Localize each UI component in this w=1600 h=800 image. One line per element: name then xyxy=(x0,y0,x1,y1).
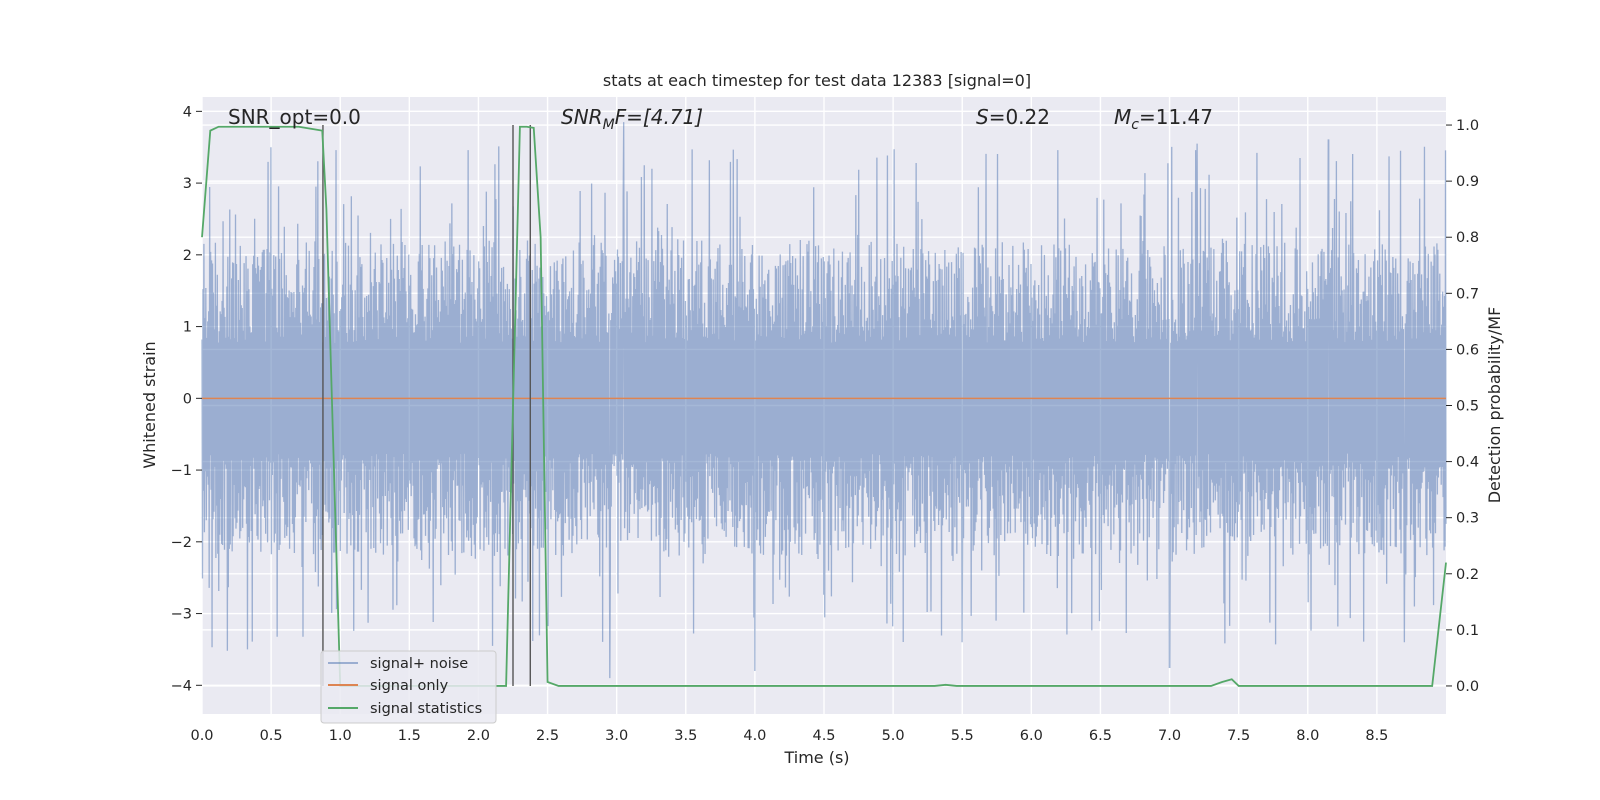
annotation-s-symbol: S xyxy=(976,105,989,129)
series-line-signal-plus-noise xyxy=(201,122,1447,679)
annotation-snr-mf-rest: F=[4.71] xyxy=(615,105,703,129)
y-left-tick-label: −2 xyxy=(171,535,192,551)
x-tick-label: 2.0 xyxy=(467,728,490,744)
annotation-snr-opt: SNR_opt=0.0 xyxy=(228,105,361,129)
y-right-tick-label: 0.6 xyxy=(1456,342,1479,358)
x-tick-label: 8.5 xyxy=(1365,728,1388,744)
annotation-s: S=0.22 xyxy=(976,105,1050,129)
y-right-tick-label: 0.5 xyxy=(1456,399,1479,415)
x-tick-label: 4.5 xyxy=(812,728,835,744)
y-right-tick-label: 1.0 xyxy=(1456,118,1479,134)
annotation-mc-value: =11.47 xyxy=(1139,105,1213,129)
y-left-tick-label: −3 xyxy=(171,607,192,623)
legend-box xyxy=(320,650,497,724)
y-axis-left-ticks: −4 −3 −2 −1 0 1 2 3 4 xyxy=(171,104,202,694)
x-tick-label: 0.0 xyxy=(190,728,213,744)
annotation-s-value: =0.22 xyxy=(989,105,1050,129)
legend-label-signal-plus-noise: signal+ noise xyxy=(370,656,468,672)
x-tick-label: 7.5 xyxy=(1227,728,1250,744)
y-axis-right-ticks: 0.0 0.1 0.2 0.3 0.4 0.5 0.6 0.7 0.8 0.9 1.0 xyxy=(1446,118,1479,695)
x-tick-label: 0.5 xyxy=(260,728,283,744)
annotation-snr-mf-base: SNR xyxy=(561,105,603,129)
y-left-tick-label: 2 xyxy=(183,248,192,264)
y-left-tick-label: 4 xyxy=(183,104,192,120)
y-left-tick-label: 1 xyxy=(183,320,192,336)
y-axis-left-label: Whitened strain xyxy=(140,341,159,468)
x-tick-label: 5.5 xyxy=(951,728,974,744)
annotation-mc-sub: c xyxy=(1131,117,1139,133)
x-tick-label: 3.0 xyxy=(605,728,628,744)
y-right-tick-label: 0.1 xyxy=(1456,623,1479,639)
x-tick-label: 8.0 xyxy=(1296,728,1319,744)
y-right-tick-label: 0.0 xyxy=(1456,679,1479,695)
y-left-tick-label: −4 xyxy=(171,678,192,694)
x-tick-label: 2.5 xyxy=(536,728,559,744)
x-tick-label: 4.0 xyxy=(743,728,766,744)
annotation-snr-mf: SNRMF=[4.71] xyxy=(561,105,703,133)
annotation-snr-mf-sub: M xyxy=(603,117,615,133)
y-right-tick-label: 0.4 xyxy=(1456,455,1479,471)
x-tick-label: 1.5 xyxy=(398,728,421,744)
x-tick-label: 3.5 xyxy=(674,728,697,744)
legend: signal+ noise signal only signal statist… xyxy=(320,650,497,724)
y-right-tick-label: 0.7 xyxy=(1456,286,1479,302)
y-left-tick-label: 0 xyxy=(183,391,192,407)
series-signal-statistics xyxy=(201,125,1447,687)
series-line-signal-statistics xyxy=(201,125,1447,687)
y-axis-right-label: Detection probability/MF xyxy=(1485,307,1504,504)
y-right-tick-label: 0.9 xyxy=(1456,174,1479,190)
chart-title: stats at each timestep for test data 123… xyxy=(603,71,1031,90)
x-axis-ticks: 0.0 0.5 1.0 1.5 2.0 2.5 3.0 3.5 4.0 4.5 5.0 5.5 6.0 6… xyxy=(190,728,1388,744)
x-tick-label: 1.0 xyxy=(329,728,352,744)
x-axis-label: Time (s) xyxy=(783,748,849,767)
y-right-tick-label: 0.3 xyxy=(1456,511,1479,527)
annotation-mc: Mc=11.47 xyxy=(1114,105,1213,133)
legend-label-signal-only: signal only xyxy=(370,678,449,694)
series-signal-plus-noise xyxy=(201,122,1447,679)
annotation-mc-base: M xyxy=(1114,105,1131,129)
x-tick-label: 5.0 xyxy=(882,728,905,744)
y-right-tick-label: 0.8 xyxy=(1456,230,1479,246)
x-tick-label: 6.5 xyxy=(1089,728,1112,744)
y-left-tick-label: 3 xyxy=(183,176,192,192)
x-tick-label: 7.0 xyxy=(1158,728,1181,744)
y-left-tick-label: −1 xyxy=(171,463,192,479)
x-tick-label: 6.0 xyxy=(1020,728,1043,744)
legend-label-signal-statistics: signal statistics xyxy=(370,701,482,717)
y-right-tick-label: 0.2 xyxy=(1456,567,1479,583)
